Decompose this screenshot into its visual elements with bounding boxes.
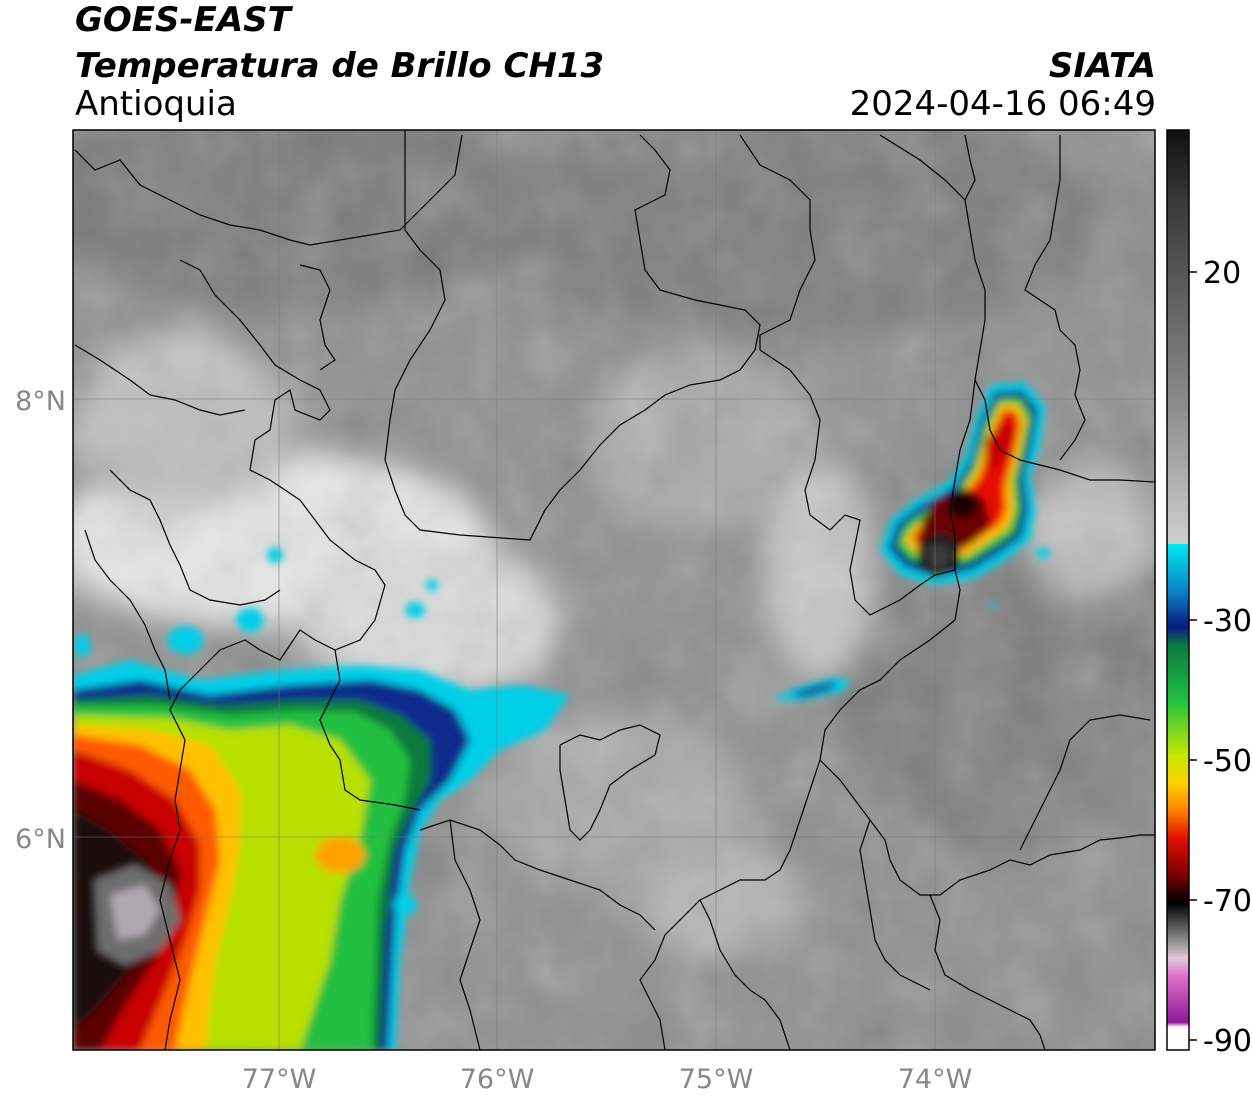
imagery-layer — [73, 130, 1155, 1050]
colorbar-tick-label: -90 — [1203, 1024, 1252, 1059]
lon-tick-label: 74°W — [898, 1064, 973, 1095]
colorbar-tick-label: -30 — [1203, 604, 1252, 639]
region-title: Antioquia — [75, 84, 237, 124]
colorbar-tick-label: 20 — [1203, 256, 1241, 291]
gridlines — [73, 130, 1155, 1050]
organization-label: SIATA — [1048, 46, 1156, 86]
lon-tick-label: 76°W — [460, 1064, 535, 1095]
datetime-label: 2024-04-16 06:49 — [849, 84, 1156, 124]
satellite-title: GOES-EAST — [75, 0, 291, 40]
plot-frame — [72, 129, 1156, 1051]
lon-tick-label: 77°W — [242, 1064, 317, 1095]
lat-tick-label: 6°N — [15, 824, 66, 855]
colorbar-gradient — [1166, 129, 1190, 1051]
colorbar-tick-label: -50 — [1203, 744, 1252, 779]
colorbar-tick-label: -70 — [1203, 884, 1252, 919]
product-title: Temperatura de Brillo CH13 — [75, 46, 605, 86]
borders — [74, 130, 1155, 1050]
colorbar: 20 -30 -50 -70 -90 — [1166, 129, 1252, 1059]
lat-tick-label: 8°N — [15, 386, 66, 417]
lon-tick-label: 75°W — [679, 1064, 754, 1095]
